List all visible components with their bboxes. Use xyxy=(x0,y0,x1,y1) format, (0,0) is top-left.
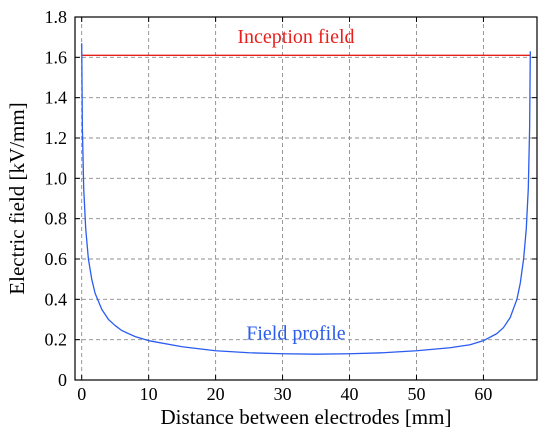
x-tick-label: 30 xyxy=(274,384,292,404)
x-tick-label: 60 xyxy=(474,384,492,404)
x-axis-label: Distance between electrodes [mm] xyxy=(161,405,452,429)
y-tick-label: 1.0 xyxy=(45,168,68,188)
y-tick-label: 0.2 xyxy=(45,330,68,350)
y-tick-label: 0.6 xyxy=(45,249,68,269)
series-field-profile xyxy=(81,43,531,355)
x-tick-label: 10 xyxy=(140,384,158,404)
y-tick-label: 0.8 xyxy=(45,209,68,229)
y-tick-label: 1.8 xyxy=(45,7,68,27)
annotations: Inception field Field profile xyxy=(237,26,354,344)
x-tick-label: 20 xyxy=(207,384,225,404)
y-tick-label: 1.4 xyxy=(45,88,68,108)
annotation-label: Inception field xyxy=(237,26,354,48)
y-tick-label: 0.4 xyxy=(45,289,68,309)
y-tick-label: 1.6 xyxy=(45,47,68,67)
y-tick-label: 0 xyxy=(58,370,67,390)
y-tick-label: 1.2 xyxy=(45,128,68,148)
x-tick-label: 0 xyxy=(77,384,86,404)
annotation-label: Field profile xyxy=(246,323,346,345)
ticks: 0 0.2 0.4 0.6 0.8 1.0 1.2 1.4 1.6 1.8 0 10 20 30 40 50 6… xyxy=(45,7,537,404)
x-tick-label: 50 xyxy=(407,384,425,404)
x-tick-label: 40 xyxy=(341,384,359,404)
grid xyxy=(75,17,537,380)
y-axis-label: Electric field [kV/mm] xyxy=(5,102,29,294)
plot-frame xyxy=(74,16,538,381)
series-layer xyxy=(81,43,531,355)
